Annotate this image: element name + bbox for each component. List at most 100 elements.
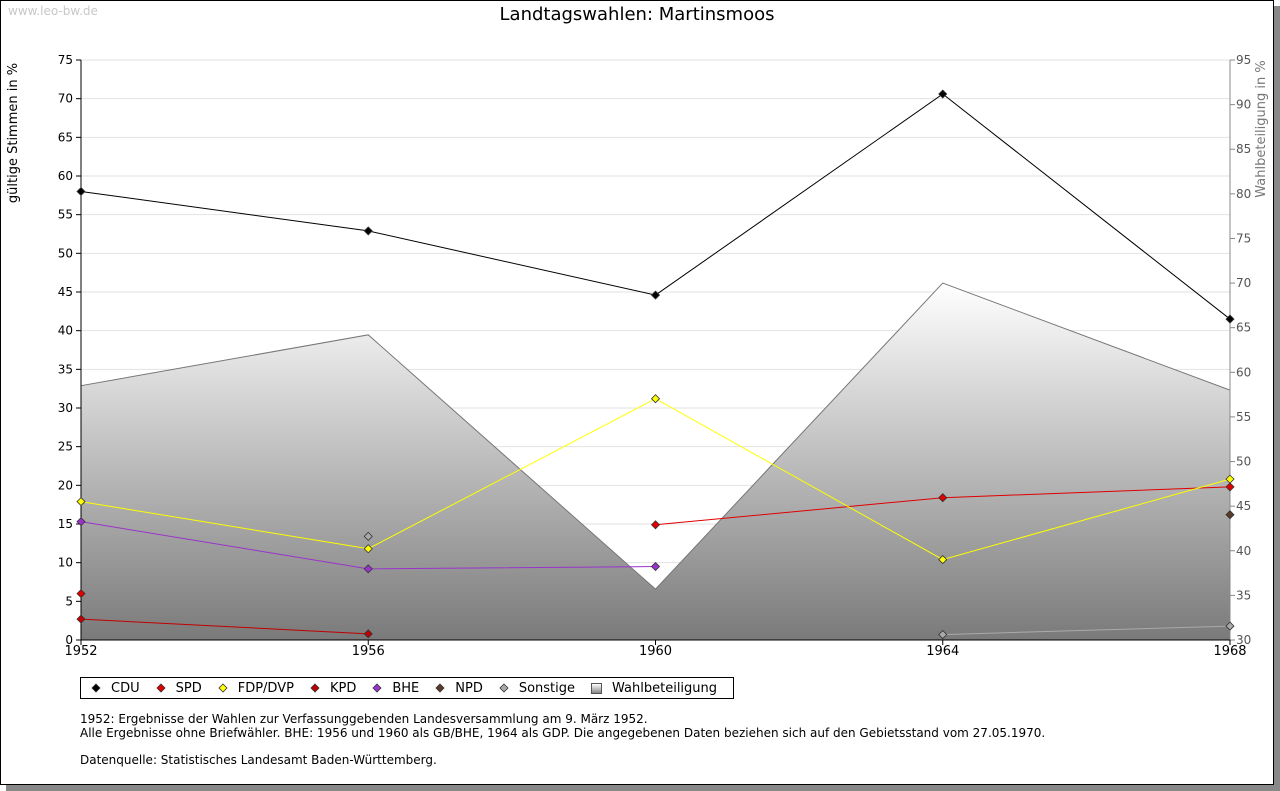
footnote-line: 1952: Ergebnisse der Wahlen zur Verfassu…: [80, 712, 648, 726]
data-point-spd: [1225, 482, 1235, 492]
y-tick-label: 40: [58, 324, 73, 338]
y-tick-label: 75: [58, 53, 73, 67]
chart-title: Landtagswahlen: Martinsmoos: [499, 4, 775, 25]
series-line-kpd: [80, 618, 369, 635]
legend-item-cdu: CDU: [91, 681, 140, 696]
y2-tick-label: 70: [1236, 276, 1251, 290]
data-point-cdu: [650, 290, 661, 300]
y2-tick-label: 60: [1236, 365, 1251, 379]
data-point-fdpdvp: [76, 497, 86, 507]
data-point-fdpdvp: [363, 544, 373, 554]
legend-item-sonstige: Sonstige: [499, 681, 575, 696]
turnout-area-fill: [81, 283, 1230, 640]
y2-tick-label: 75: [1236, 231, 1251, 245]
y-tick-label: 70: [58, 92, 73, 106]
frame-shadow-bottom: [6, 785, 1280, 791]
y2-tick-label: 40: [1236, 544, 1251, 558]
data-point-bhe: [76, 517, 86, 527]
y2-tick-label: 85: [1236, 142, 1251, 156]
data-point-cdu: [76, 186, 86, 197]
series-line-sonstige: [942, 625, 1231, 636]
legend-item-npd: NPD: [435, 681, 483, 696]
y2-tick-label: 30: [1236, 633, 1251, 647]
watermark: www.leo-bw.de: [8, 4, 98, 18]
legend-label: KPD: [329, 680, 357, 696]
legend-label: BHE: [392, 680, 420, 696]
data-point-fdpdvp: [1225, 474, 1235, 484]
y-tick-label: 25: [58, 440, 73, 454]
turnout-area-edge: [80, 282, 1231, 590]
x-tick-label: 1956: [352, 644, 385, 659]
data-point-sonstige: [363, 531, 373, 541]
x-tick-label: 1960: [639, 644, 672, 659]
y2-tick-label: 95: [1236, 53, 1251, 67]
data-point-kpd: [363, 629, 373, 639]
data-point-bhe: [650, 561, 661, 572]
y-tick-label: 20: [58, 478, 73, 492]
data-point-spd: [76, 589, 86, 599]
y-tick-label: 65: [58, 130, 73, 144]
y2-tick-label: 65: [1236, 321, 1251, 335]
data-point-cdu: [938, 89, 948, 99]
axes: [76, 59, 1235, 645]
y2-tick-label: 90: [1236, 98, 1251, 112]
legend-marker-icon: [156, 683, 166, 693]
legend-label: CDU: [111, 680, 140, 696]
data-point-sonstige: [1225, 621, 1235, 631]
series-lines: [76, 89, 1235, 640]
x-tick-label: 1952: [64, 644, 97, 659]
data-point-sonstige: [938, 630, 948, 640]
data-point-kpd: [76, 614, 86, 624]
y-tick-label: 35: [58, 362, 73, 376]
legend-marker-icon: [218, 683, 228, 693]
legend-item-spd: SPD: [156, 681, 202, 696]
legend-label: Sonstige: [518, 680, 576, 696]
data-point-fdpdvp: [650, 394, 661, 404]
data-point-spd: [650, 520, 661, 530]
legend-item-fdpdvp: FDP/DVP: [218, 681, 294, 696]
y2-tick-label: 35: [1236, 588, 1251, 602]
y-tick-label: 55: [58, 208, 73, 222]
y2-axis-title: Wahlbeteiligung in %: [1254, 60, 1269, 197]
y-tick-label: 45: [58, 285, 73, 299]
legend-label: SPD: [175, 680, 202, 696]
y-tick-label: 0: [65, 633, 73, 647]
frame-shadow-right: [1274, 6, 1280, 791]
legend-marker-icon: [372, 683, 382, 693]
axis-labels: 0 5 10 15 20 25 30 35 40 45 50 55 60 65 70 75 30 35 40 45 50…: [6, 53, 1269, 659]
data-point-cdu: [363, 226, 373, 236]
legend-marker-icon: [499, 683, 509, 693]
x-tick-label: 1964: [926, 644, 959, 659]
legend-label: Wahlbeteiligung: [612, 680, 718, 696]
y-axis-title: gültige Stimmen in %: [6, 63, 21, 203]
data-point-cdu: [1225, 314, 1235, 324]
y2-tick-label: 55: [1236, 410, 1251, 424]
footnote-line: Alle Ergebnisse ohne Briefwähler. BHE: 1…: [80, 725, 1046, 740]
y-tick-label: 5: [65, 594, 73, 608]
legend-area-swatch: [591, 682, 603, 694]
x-tick-label: 1968: [1213, 644, 1246, 659]
legend-marker-icon: [91, 683, 101, 693]
legend-item-wahlbeteiligung: Wahlbeteiligung: [591, 681, 717, 696]
legend-item-kpd: KPD: [310, 681, 356, 696]
y2-tick-label: 50: [1236, 455, 1251, 469]
footnote-line: [80, 740, 1045, 754]
legend-item-bhe: BHE: [372, 681, 419, 696]
y2-tick-label: 45: [1236, 499, 1251, 513]
turnout-area: [80, 282, 1231, 640]
footnote-line: Datenquelle: Statistisches Landesamt Bad…: [80, 752, 437, 767]
legend-marker-icon: [310, 683, 320, 693]
y-tick-label: 50: [58, 246, 73, 260]
legend-marker-icon: [435, 683, 445, 693]
legend-label: FDP/DVP: [237, 680, 294, 696]
y-tick-label: 15: [58, 517, 73, 531]
footnotes: 1952: Ergebnisse der Wahlen zur Verfassu…: [80, 712, 1046, 767]
data-point-spd: [938, 493, 948, 503]
y-tick-label: 60: [58, 169, 73, 183]
legend: CDU SPD FDP/DVP KPD BHE NPD Sonstige Wahlbeteil…: [80, 677, 735, 699]
legend-label: NPD: [455, 680, 483, 696]
y-tick-label: 30: [58, 401, 73, 415]
data-point-npd: [1225, 510, 1235, 520]
data-point-bhe: [363, 564, 373, 574]
